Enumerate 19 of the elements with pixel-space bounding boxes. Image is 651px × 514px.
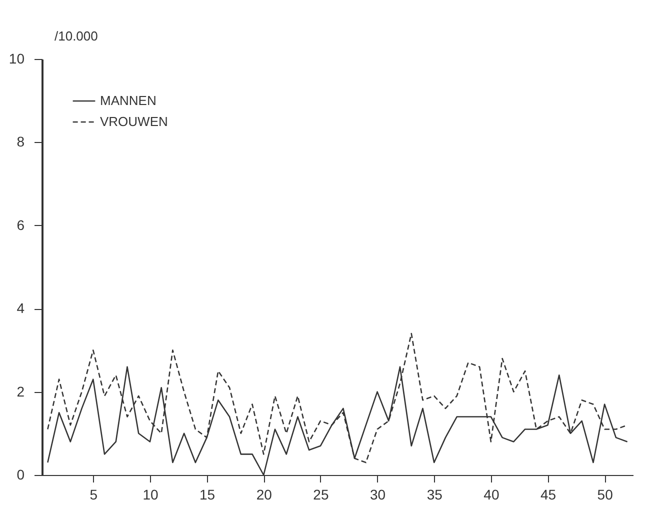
x-tick-label: 10 [142,486,158,502]
y-tick-label: 8 [16,134,25,150]
x-tick-label: 40 [484,486,500,502]
x-tick-label: 50 [597,486,614,502]
legend-label: VROUWEN [100,114,168,129]
y-tick-label: 6 [16,216,25,233]
x-tick-label: 25 [313,486,329,502]
x-tick-label: 35 [426,486,443,502]
y-axis-title: /10.000 [54,28,98,44]
x-tick-label: 45 [540,486,556,502]
x-tick-label: 5 [90,486,98,502]
y-tick-label: 2 [16,383,25,400]
x-tick-label: 30 [370,486,386,502]
x-tick-label: 15 [200,486,216,502]
y-tick-label: 4 [16,300,25,316]
legend-label: MANNEN [100,93,156,108]
y-tick-label: 10 [8,50,25,66]
x-tick-label: 20 [256,486,272,502]
y-tick-label: 0 [16,466,25,482]
